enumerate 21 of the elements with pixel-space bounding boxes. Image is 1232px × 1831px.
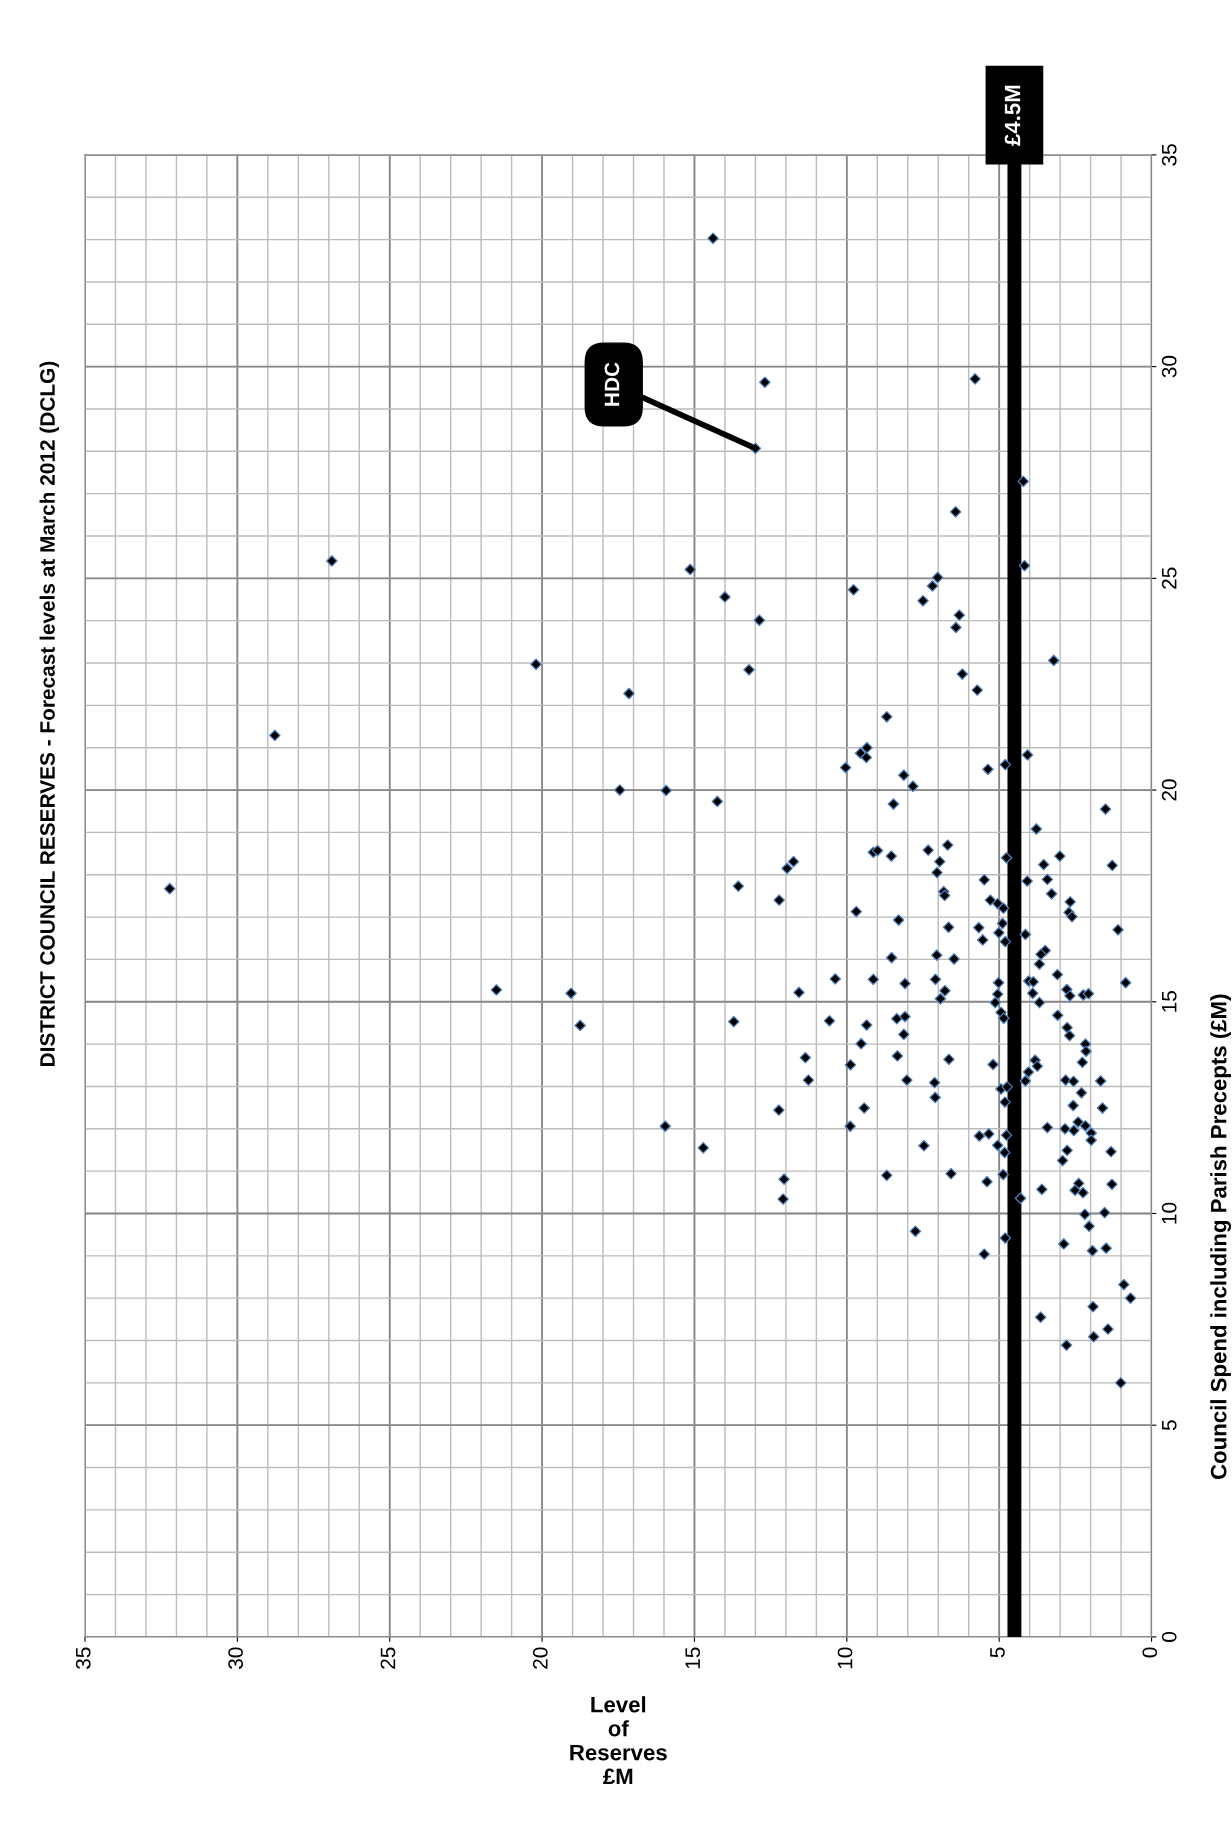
x-tick-label: 35 xyxy=(75,1647,91,1670)
x-tick-label: 15 xyxy=(685,1647,701,1669)
x-tick-label: 5 xyxy=(990,1647,1005,1658)
text: DISTRICT COUNCIL RESERVES - Forecast levels at March 2012 (DCLG) xyxy=(39,361,59,1066)
x-tick-label: 20 xyxy=(532,1647,548,1669)
y-tick-label: 35 xyxy=(1161,144,1177,166)
ref-line-label: £4.5M xyxy=(1004,85,1021,146)
x-tick-label: 0 xyxy=(1142,1647,1158,1658)
y-tick-label: 30 xyxy=(1161,355,1177,378)
x-tick-label: 10 xyxy=(837,1647,853,1669)
annotation: HDC xyxy=(604,362,620,406)
y-tick-label: 5 xyxy=(1162,1420,1177,1431)
x-tick-label: 25 xyxy=(380,1647,396,1669)
y-tick-label: 10 xyxy=(1161,1202,1177,1224)
x-tick-label: 30 xyxy=(228,1647,243,1670)
y-tick-label: 20 xyxy=(1161,779,1177,801)
y-tick-label: 15 xyxy=(1162,991,1177,1012)
y-tick-label: 25 xyxy=(1161,567,1177,589)
x-axis-title: Level of Reserves £M xyxy=(570,1696,667,1785)
y-tick-label: 0 xyxy=(1161,1631,1177,1642)
y-axis-title: Council Spend including Parish Precepts (£M) xyxy=(1210,994,1232,1480)
